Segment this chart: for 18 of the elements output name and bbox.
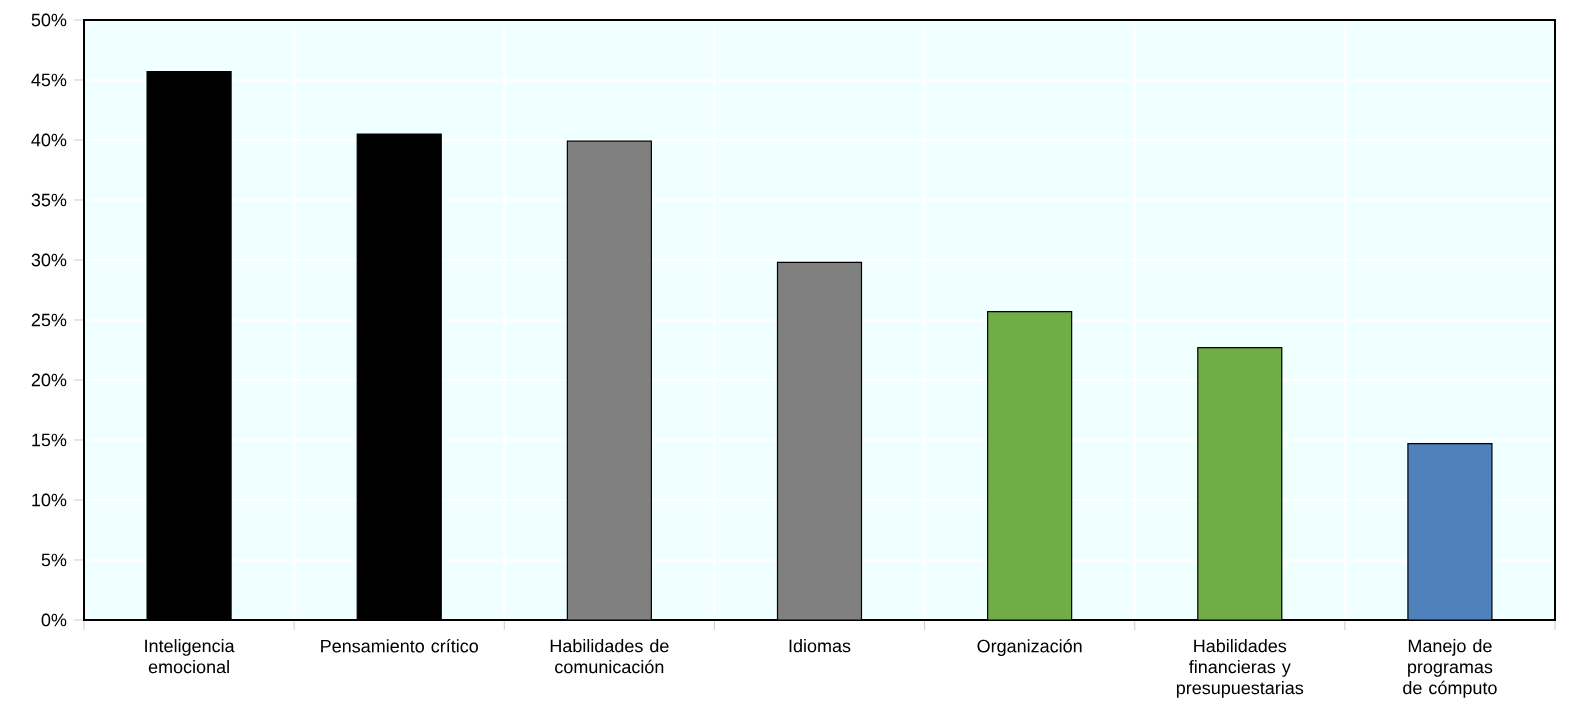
x-tick-label: Habilidades financieras y presupuestarias bbox=[1176, 639, 1304, 698]
y-tick-label: 30% bbox=[31, 253, 67, 267]
y-tick-label: 0% bbox=[41, 613, 67, 627]
x-tick-label: Organización bbox=[977, 639, 1082, 657]
y-tick-label: 10% bbox=[32, 493, 67, 507]
y-tick-label: 5% bbox=[41, 553, 67, 567]
y-tick-label: 50% bbox=[31, 13, 67, 27]
y-tick-label: 20% bbox=[31, 373, 67, 387]
y-tick-label: 25% bbox=[31, 313, 67, 327]
y-tick-label: 45% bbox=[31, 73, 67, 87]
y-tick-label: 35% bbox=[31, 193, 67, 207]
x-tick-label: Inteligencia emocional bbox=[145, 639, 235, 674]
x-tick-label: Habilidades de comunicación bbox=[550, 639, 669, 674]
y-tick-label: 15% bbox=[32, 433, 67, 447]
x-tick-label: Manejo de programas de cómputo bbox=[1403, 639, 1497, 698]
y-tick-label: 40% bbox=[31, 133, 67, 147]
x-tick-label: Idiomas bbox=[789, 639, 851, 653]
x-tick-label: Pensamiento crítico bbox=[321, 639, 478, 653]
